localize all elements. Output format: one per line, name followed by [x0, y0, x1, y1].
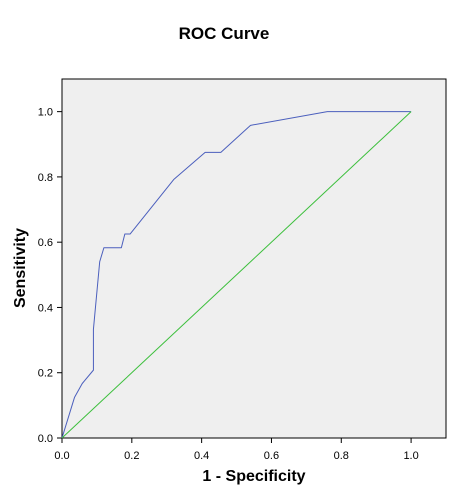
x-tick-label: 0.4 [194, 450, 209, 462]
y-tick-label: 0.0 [38, 433, 53, 445]
series-layer [61, 111, 412, 439]
x-axis-ticks: 0.0 0.2 0.4 0.6 0.8 1.0 [54, 438, 419, 462]
x-tick-label: 0.6 [264, 450, 279, 462]
y-axis-label: Sensitivity [12, 228, 29, 308]
x-tick-label: 1.0 [403, 450, 418, 462]
diagonal-reference-line [61, 111, 412, 439]
y-tick-label: 0.4 [38, 302, 53, 314]
y-tick-label: 1.0 [38, 107, 53, 119]
x-tick-label: 0.0 [54, 450, 69, 462]
x-tick-label: 0.2 [124, 450, 139, 462]
x-axis-label: 1 - Specificity [202, 468, 305, 485]
y-tick-label: 0.8 [38, 172, 53, 184]
roc-curve-line [61, 111, 412, 439]
y-tick-label: 0.6 [38, 237, 53, 249]
y-tick-label: 0.2 [38, 368, 53, 380]
x-tick-label: 0.8 [334, 450, 349, 462]
y-axis-ticks: 0.0 0.2 0.4 0.6 0.8 1.0 [38, 107, 62, 445]
chart-title: ROC Curve [179, 24, 270, 43]
